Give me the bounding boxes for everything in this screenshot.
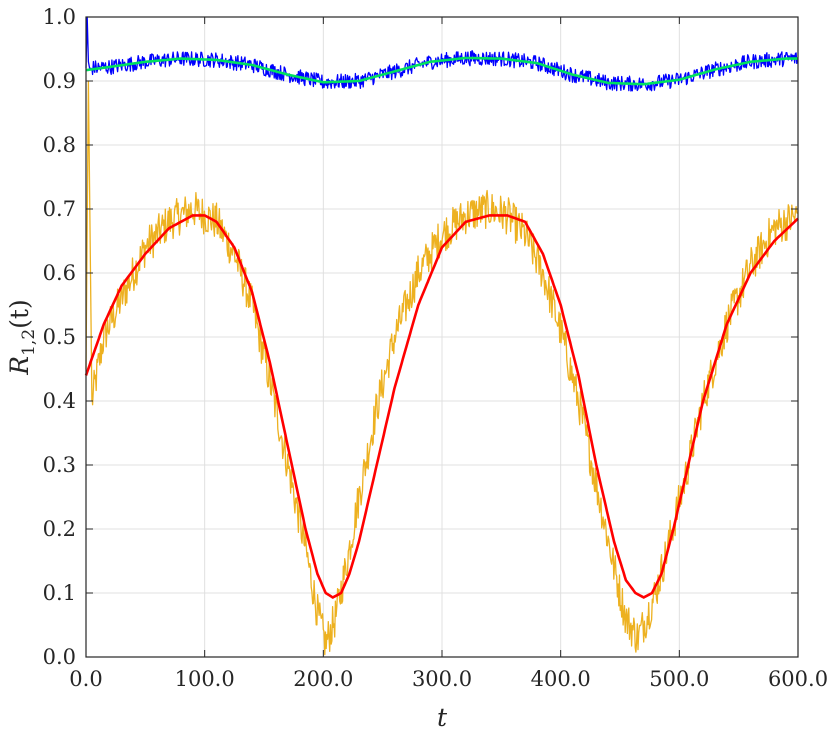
x-tick-label: 200.0 (293, 667, 353, 691)
x-tick-label: 400.0 (531, 667, 591, 691)
y-tick-label: 1.0 (43, 5, 76, 29)
y-tick-label: 0.3 (43, 453, 76, 477)
y-axis-label-main: R (5, 356, 34, 376)
y-tick-label: 0.7 (43, 197, 76, 221)
y-axis-label: R1,2(t) (5, 299, 39, 375)
x-tick-label: 100.0 (175, 667, 235, 691)
y-tick-label: 0.0 (43, 645, 76, 669)
y-tick-label: 0.1 (43, 581, 76, 605)
y-axis-label-arg: (t) (5, 299, 34, 329)
series-line-3 (85, 56, 799, 86)
y-tick-label: 0.2 (43, 517, 76, 541)
x-tick-label: 300.0 (412, 667, 472, 691)
series-layer (84, 16, 799, 656)
series-line-1 (84, 214, 799, 599)
tick-labels: 0.0 100.0 200.0 300.0 400.0 500.0 600.0 0.0 0.1 0… (43, 5, 828, 691)
ticks (85, 16, 799, 658)
y-tick-label: 0.6 (43, 261, 76, 285)
y-tick-label: 0.4 (43, 389, 76, 413)
y-tick-label: 0.8 (43, 133, 76, 157)
x-tick-label: 600.0 (768, 667, 828, 691)
x-tick-label: 500.0 (649, 667, 709, 691)
x-tick-label: 0.0 (69, 667, 102, 691)
y-tick-label: 0.9 (43, 69, 76, 93)
x-axis-label: t (437, 703, 448, 732)
y-tick-label: 0.5 (43, 325, 76, 349)
y-axis-label-sub: 1,2 (19, 329, 39, 356)
